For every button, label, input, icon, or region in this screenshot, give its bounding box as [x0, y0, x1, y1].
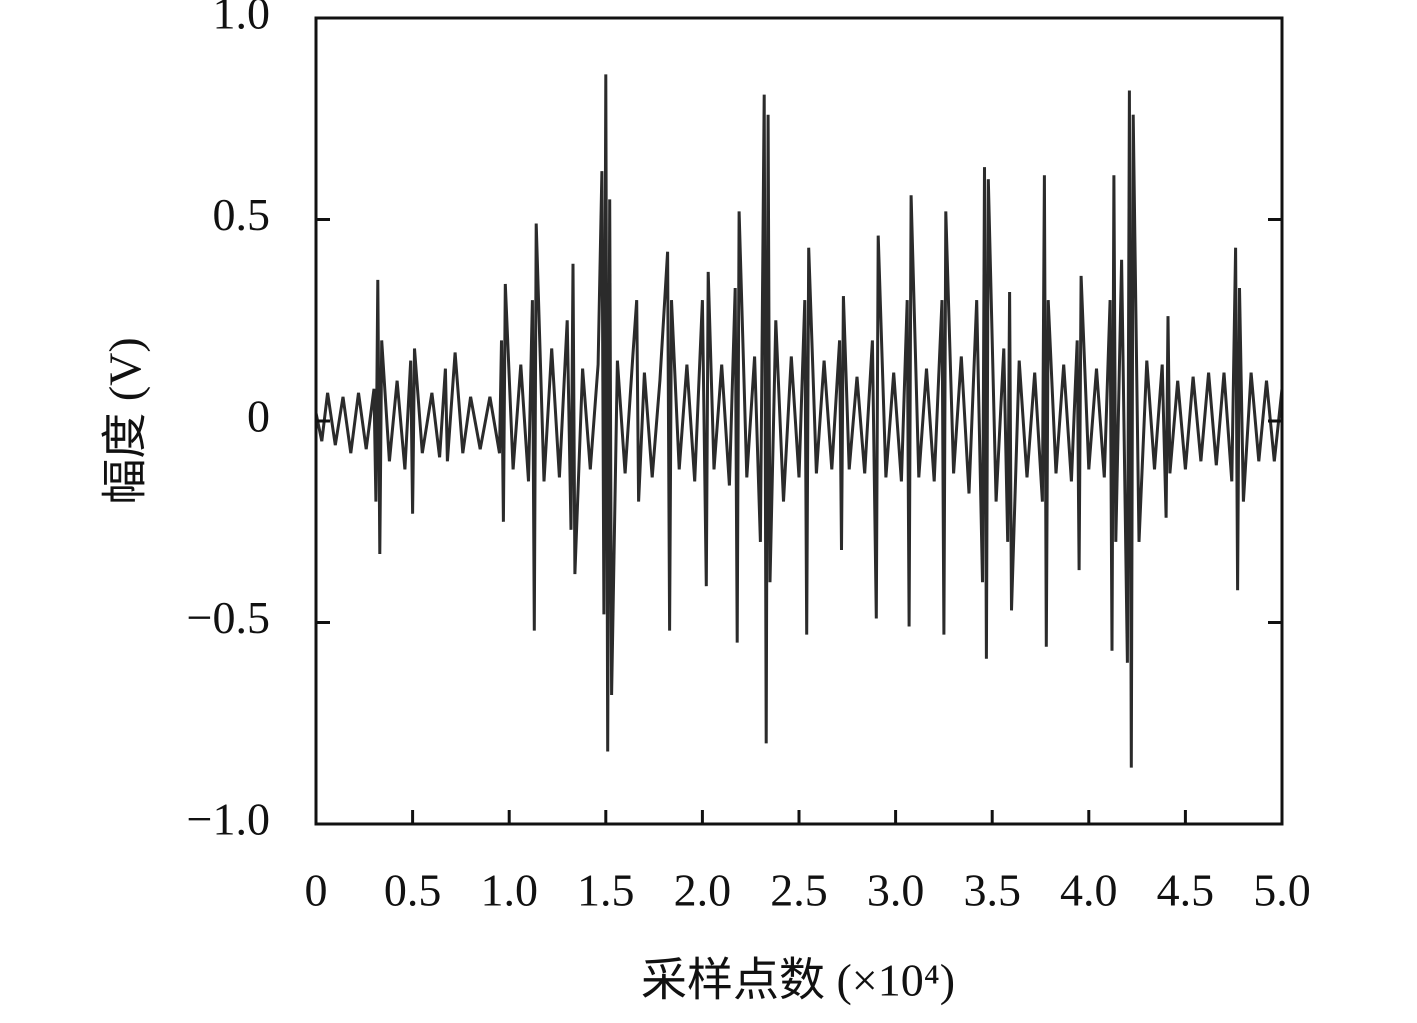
x-tick-label: 0.5 — [384, 865, 442, 916]
x-tick-label: 1.0 — [480, 865, 538, 916]
x-tick-label: 2.0 — [674, 865, 732, 916]
x-tick-label: 2.5 — [770, 865, 828, 916]
x-axis-title: 采样点数 (×10⁴) — [641, 955, 955, 1006]
x-tick-label: 3.0 — [867, 865, 925, 916]
y-tick-label: −0.5 — [187, 592, 270, 643]
x-tick-label: 3.5 — [963, 865, 1021, 916]
x-tick-label: 4.0 — [1060, 865, 1118, 916]
y-tick-label: 1.0 — [213, 0, 271, 39]
y-tick-label: 0 — [247, 391, 270, 442]
x-tick-label: 1.5 — [577, 865, 635, 916]
y-tick-label: −1.0 — [187, 794, 270, 845]
x-tick-label: 0 — [305, 865, 328, 916]
x-tick-label: 4.5 — [1157, 865, 1215, 916]
plot-frame — [314, 16, 1284, 826]
y-tick-label: 0.5 — [213, 189, 271, 240]
x-tick-label: 5.0 — [1253, 865, 1311, 916]
y-axis-title: 幅度 (V) — [100, 337, 151, 504]
signal-line — [314, 74, 1284, 768]
